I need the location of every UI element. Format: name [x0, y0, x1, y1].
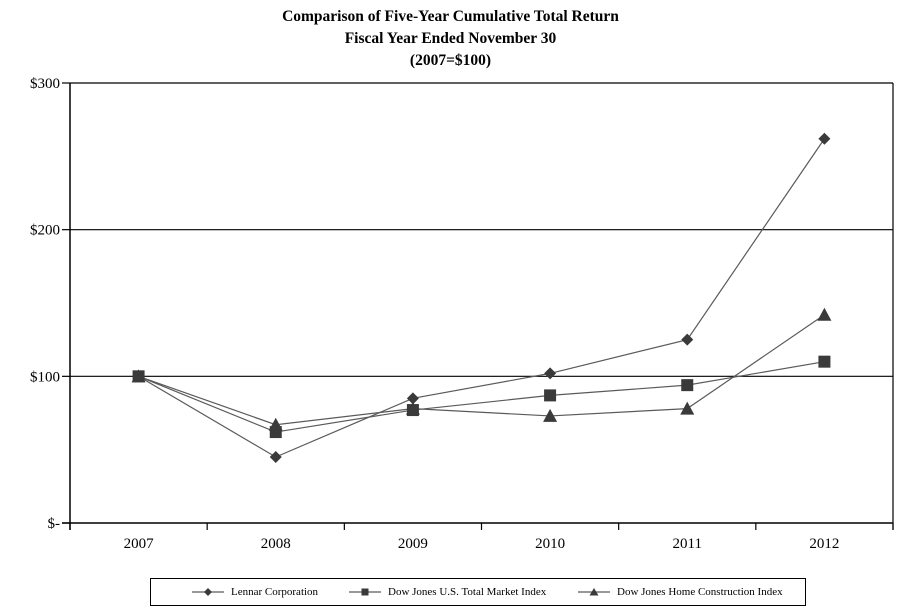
triangle-marker-icon [817, 307, 832, 321]
x-tick-label: 2007 [124, 536, 155, 552]
diamond-marker-icon [406, 392, 419, 405]
x-tick-label: 2011 [673, 536, 702, 552]
chart-title-line2: Fiscal Year Ended November 30 [344, 30, 557, 47]
chart-title-line3: (2007=$100) [409, 52, 492, 69]
chart-title-line1: Comparison of Five-Year Cumulative Total… [282, 8, 619, 25]
chart-legend: Lennar Corporation Dow Jones U.S. Total … [150, 578, 806, 606]
x-tick-label: 2012 [809, 536, 839, 552]
triangle-marker-icon [543, 408, 558, 422]
triangle-marker-icon [131, 369, 146, 383]
diamond-marker-icon [818, 132, 831, 145]
series-line [138, 138, 825, 458]
triangle-marker-icon [680, 401, 695, 415]
legend-item-total-market: Dow Jones U.S. Total Market Index [349, 579, 546, 605]
triangle-marker-icon [578, 588, 610, 596]
x-tick-label: 2009 [398, 536, 428, 552]
diamond-marker-icon [269, 451, 282, 463]
y-tick-label: $200 [30, 223, 60, 239]
series-line [138, 314, 825, 426]
series-line [138, 361, 825, 433]
legend-label: Dow Jones U.S. Total Market Index [388, 586, 547, 598]
diamond-marker-icon [544, 367, 557, 380]
legend-label: Lennar Corporation [231, 586, 319, 598]
square-marker-icon [681, 379, 694, 392]
legend-item-lennar: Lennar Corporation [192, 579, 318, 605]
x-tick-label: 2010 [535, 536, 565, 552]
y-tick-label: $- [48, 516, 61, 532]
diamond-marker-icon [192, 588, 224, 596]
triangle-marker-icon [268, 417, 283, 431]
square-marker-icon [349, 588, 381, 596]
legend-label: Dow Jones Home Construction Index [617, 586, 783, 598]
square-marker-icon [544, 389, 557, 402]
triangle-marker-icon [405, 401, 420, 415]
diamond-marker-icon [681, 333, 694, 346]
chart-title: Comparison of Five-Year Cumulative Total… [0, 6, 901, 72]
x-tick-label: 2008 [261, 536, 291, 552]
square-marker-icon [818, 355, 831, 368]
y-tick-label: $100 [30, 369, 60, 385]
legend-item-home-construction: Dow Jones Home Construction Index [578, 579, 783, 605]
y-tick-label: $300 [30, 76, 60, 92]
